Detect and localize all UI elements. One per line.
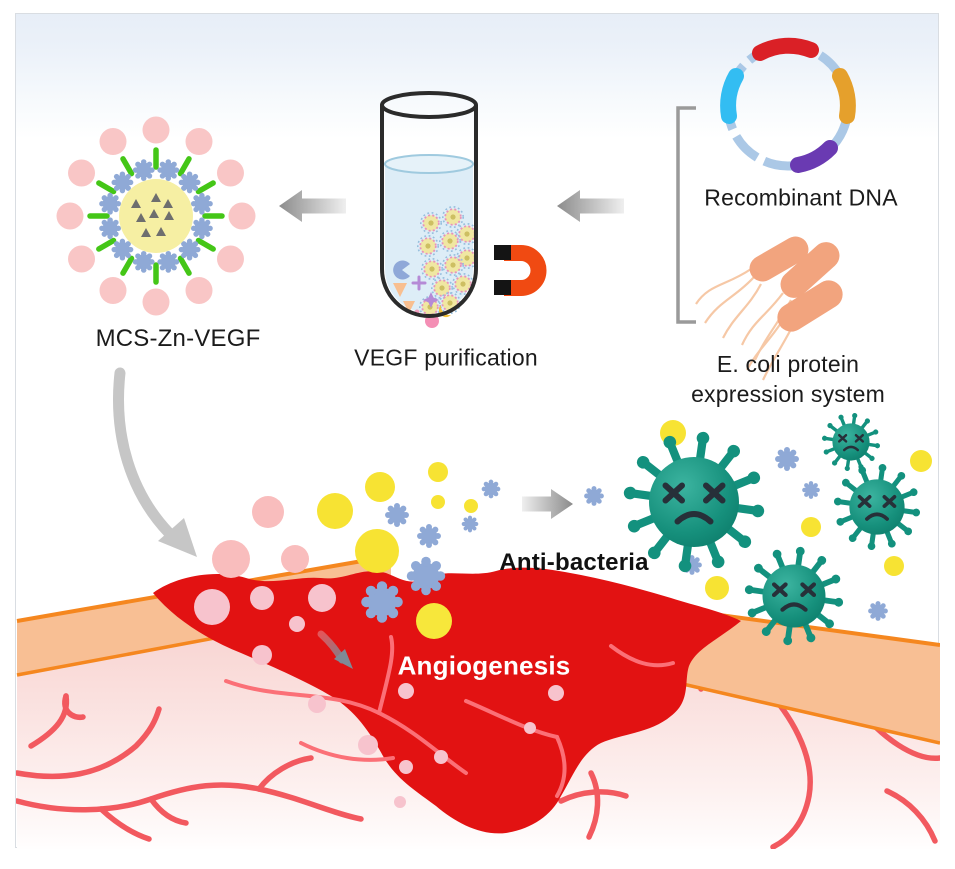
arrow-tube-to-nanoparticle-icon [279, 190, 346, 222]
angiogenesis-label: Angiogenesis [397, 650, 571, 681]
bracket [676, 106, 696, 324]
ecoli-label-line2: expression system [691, 381, 885, 407]
illustration-canvas [16, 37, 940, 849]
horseshoe-magnet-icon [494, 245, 547, 296]
ecoli-bacteria-icon [695, 236, 843, 381]
anti-bacteria-label: Anti-bacteria [499, 549, 649, 576]
curved-arrow-icon [113, 367, 197, 557]
dead-bacteria-icon [833, 463, 920, 550]
mcs-zn-vegf-nanoparticle-icon [56, 116, 256, 316]
ecoli-label: E. coli protein expression system [691, 349, 885, 409]
ecoli-label-line1: E. coli protein [716, 351, 860, 377]
wound-illustration [153, 567, 741, 834]
arrow-plasmid-to-tube-icon [557, 190, 624, 222]
plasmid-ring-icon [720, 37, 856, 173]
blood-vessels-left [16, 693, 364, 842]
illustration-frame: Recombinant DNA E. coli protein expressi… [15, 13, 940, 849]
mcs-particles [212, 496, 309, 578]
wound-arrow-icon [317, 630, 353, 669]
arrow-to-bacteria-icon [522, 489, 573, 519]
dead-bacteria-icon [819, 410, 883, 474]
wound-cells [194, 584, 564, 808]
zinc-particles [317, 420, 932, 600]
mcs-zn-vegf-label: MCS-Zn-VEGF [95, 325, 261, 352]
test-tube-icon [380, 91, 479, 328]
zinc-ion-in-wound [416, 603, 452, 639]
vegf-purification-label: VEGF purification [354, 344, 538, 371]
recombinant-dna-label: Recombinant DNA [704, 184, 898, 211]
released-particles [212, 420, 932, 623]
wound-blob [153, 567, 741, 834]
